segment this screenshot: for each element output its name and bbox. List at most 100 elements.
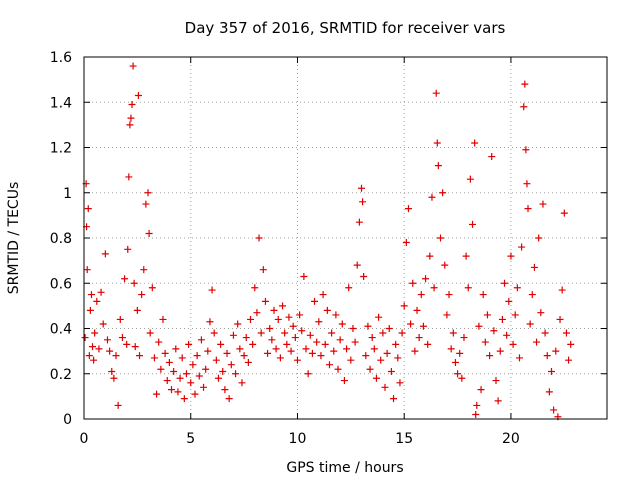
data-point	[445, 291, 453, 299]
y-tick-label: 0.6	[50, 276, 72, 292]
data-point	[521, 80, 529, 88]
data-point	[460, 334, 468, 342]
data-point	[202, 365, 210, 373]
data-point	[101, 250, 109, 258]
data-point	[131, 343, 139, 351]
data-point	[366, 365, 374, 373]
data-point	[95, 345, 103, 353]
data-point	[490, 327, 498, 335]
x-tick-label: 10	[289, 431, 307, 447]
data-point	[526, 320, 534, 328]
data-point	[533, 338, 541, 346]
data-point	[400, 302, 408, 310]
data-point	[150, 354, 158, 362]
data-point	[358, 184, 366, 192]
data-point	[272, 345, 280, 353]
y-tick-label: 0.2	[50, 367, 72, 383]
data-point	[439, 189, 447, 197]
data-point	[90, 356, 98, 364]
data-point	[133, 306, 141, 314]
data-point	[362, 352, 370, 360]
data-point	[283, 340, 291, 348]
data-point	[242, 334, 250, 342]
data-point	[144, 189, 152, 197]
data-point	[182, 370, 190, 378]
data-point	[498, 315, 506, 323]
data-point	[458, 374, 466, 382]
data-point	[319, 291, 327, 299]
data-point	[372, 374, 380, 382]
data-point	[125, 173, 133, 181]
data-point	[223, 349, 231, 357]
y-tick-label: 0	[63, 412, 72, 428]
data-point	[360, 272, 368, 280]
data-point	[343, 345, 351, 353]
data-point	[200, 383, 208, 391]
data-point	[174, 388, 182, 396]
data-point	[127, 114, 135, 122]
data-point	[552, 347, 560, 355]
data-point	[232, 370, 240, 378]
data-point	[387, 367, 395, 375]
data-point	[488, 153, 496, 161]
x-tick-label: 5	[186, 431, 195, 447]
data-point	[108, 367, 116, 375]
data-point	[153, 390, 161, 398]
data-point	[449, 329, 457, 337]
data-point	[204, 347, 212, 355]
data-point	[264, 349, 272, 357]
data-point	[507, 252, 515, 260]
data-point	[402, 239, 410, 247]
data-point	[543, 352, 551, 360]
data-point	[308, 349, 316, 357]
data-point	[501, 279, 509, 287]
data-point	[270, 306, 278, 314]
data-point	[565, 356, 573, 364]
data-point	[528, 291, 536, 299]
data-point	[417, 291, 425, 299]
data-point	[238, 379, 246, 387]
data-point	[168, 386, 176, 394]
data-point	[486, 352, 494, 360]
data-point	[332, 311, 340, 319]
data-point	[84, 205, 92, 213]
data-point	[221, 386, 229, 394]
data-point	[257, 329, 265, 337]
y-tick-label: 0.8	[50, 231, 72, 247]
data-point	[456, 349, 464, 357]
data-point	[157, 365, 165, 373]
data-point	[302, 345, 310, 353]
data-point	[129, 62, 137, 70]
data-point	[83, 266, 91, 274]
data-point	[163, 377, 171, 385]
chart-title: Day 357 of 2016, SRMTID for receiver var…	[185, 19, 506, 37]
data-point	[353, 261, 361, 269]
data-point	[148, 284, 156, 292]
data-point	[462, 252, 470, 260]
data-point	[306, 331, 314, 339]
data-point	[244, 358, 252, 366]
data-point	[97, 288, 105, 296]
data-point	[227, 361, 235, 369]
data-point	[379, 329, 387, 337]
data-point	[503, 331, 511, 339]
data-point	[466, 175, 474, 183]
data-point	[130, 279, 138, 287]
data-point	[124, 245, 132, 253]
data-point	[121, 275, 129, 283]
data-point	[473, 401, 481, 409]
data-point	[206, 318, 214, 326]
data-point	[114, 401, 122, 409]
data-point	[304, 370, 312, 378]
data-point	[266, 325, 274, 332]
data-point	[276, 354, 284, 362]
data-point	[313, 338, 321, 346]
data-point	[347, 356, 355, 364]
data-point	[229, 331, 237, 339]
data-point	[377, 356, 385, 364]
data-point	[434, 162, 442, 170]
data-point	[145, 229, 153, 237]
data-point	[251, 284, 259, 292]
data-point	[541, 329, 549, 337]
